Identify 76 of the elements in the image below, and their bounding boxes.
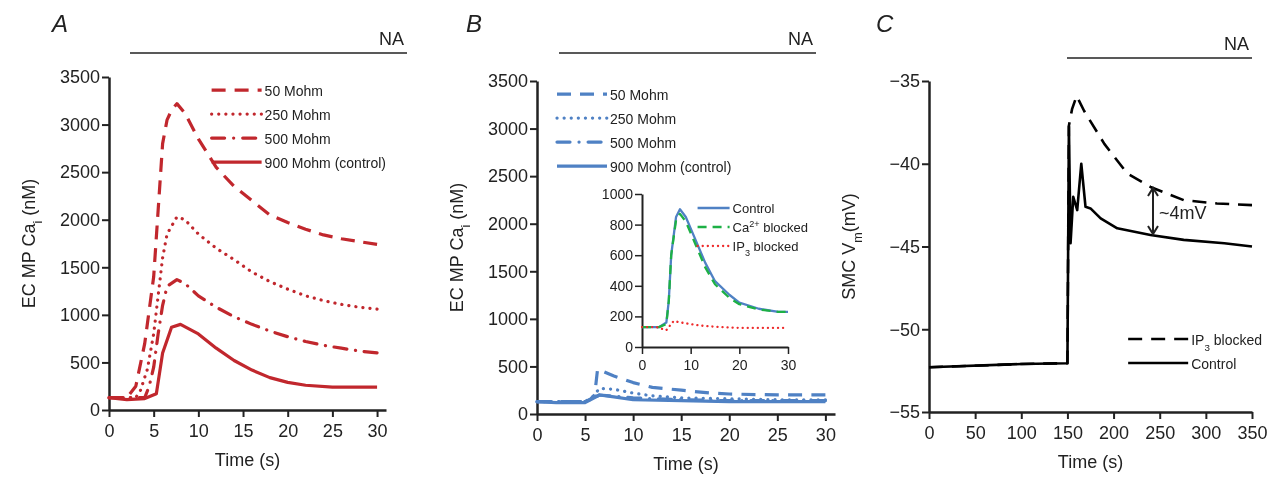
y-tick-label: 0: [517, 404, 528, 425]
x-tick-label: 15: [671, 425, 692, 445]
x-tick-label: 100: [1006, 423, 1037, 443]
y-tick-label: 2500: [487, 166, 528, 187]
legend-label: 900 Mohm (control): [264, 155, 386, 171]
legend-label: 50 Mohm: [610, 87, 669, 103]
y-tick-label: −35: [889, 71, 920, 92]
y-tick-label: −55: [889, 402, 920, 423]
x-tick-label: 250: [1145, 423, 1176, 443]
annotation: ~4mV: [1159, 203, 1207, 223]
x-tick-label: 150: [1052, 423, 1083, 443]
chart-title: A: [50, 10, 69, 37]
x-tick-label: 15: [233, 421, 254, 441]
y-tick-label: −50: [889, 319, 920, 340]
y-tick-label: 1000: [59, 305, 100, 326]
legend-label: Ca$^{2+}$ blocked: [732, 218, 808, 235]
x-tick-label: 20: [719, 425, 740, 445]
y-tick-label: 3000: [487, 118, 528, 139]
x-axis-title: Time (s): [1057, 452, 1124, 472]
legend-label: Control: [732, 200, 775, 216]
y-tick-label: 800: [609, 216, 634, 233]
chart-title: C: [876, 10, 894, 37]
legend-label: Control: [1191, 356, 1237, 372]
y-tick-label: 500: [497, 356, 528, 377]
legend-label: 500 Mohm: [264, 131, 331, 147]
legend-label: IP$_{3}$ blocked: [1191, 332, 1262, 353]
y-tick-label: 600: [609, 247, 634, 264]
x-tick-label: 0: [638, 357, 647, 373]
y-tick-label: 1500: [487, 261, 528, 282]
y-tick-label: 500: [69, 352, 100, 373]
x-tick-label: 5: [580, 425, 591, 445]
legend-label: 50 Mohm: [264, 83, 323, 99]
text: NA: [378, 29, 404, 49]
x-tick-label: 5: [149, 421, 160, 441]
x-tick-label: 200: [1099, 423, 1130, 443]
legend-label: 250 Mohm: [610, 111, 677, 127]
y-tick-label: 1000: [601, 185, 634, 202]
x-axis-title: Time (s): [653, 454, 719, 474]
text: NA: [1223, 34, 1249, 54]
text: NA: [787, 29, 813, 49]
legend-label: 900 Mohm (control): [610, 159, 732, 175]
y-tick-label: 0: [89, 400, 100, 421]
x-tick-label: 350: [1237, 423, 1268, 443]
x-tick-label: 25: [767, 425, 788, 445]
y-tick-label: 2500: [59, 162, 100, 183]
x-tick-label: 30: [367, 421, 388, 441]
x-axis-title: Time (s): [214, 450, 281, 470]
y-tick-label: 2000: [487, 213, 528, 234]
y-tick-label: −45: [889, 236, 920, 257]
x-tick-label: 10: [188, 421, 209, 441]
y-tick-label: 1000: [487, 309, 528, 330]
x-tick-label: 25: [322, 421, 343, 441]
y-tick-label: 400: [609, 277, 634, 294]
y-tick-label: −40: [889, 154, 920, 175]
legend-label: 250 Mohm: [264, 107, 331, 123]
x-tick-label: 10: [683, 357, 700, 373]
x-tick-label: 50: [965, 423, 986, 443]
x-tick-label: 300: [1191, 423, 1222, 443]
y-tick-label: 2000: [59, 209, 100, 230]
x-tick-label: 0: [532, 425, 543, 445]
x-tick-label: 0: [924, 423, 935, 443]
legend-label: 500 Mohm: [610, 135, 677, 151]
x-tick-label: 20: [732, 357, 748, 373]
x-tick-label: 30: [780, 357, 797, 373]
x-tick-label: 20: [278, 421, 299, 441]
x-tick-label: 0: [104, 421, 115, 441]
x-tick-label: 30: [815, 425, 836, 445]
y-tick-label: 3500: [487, 71, 528, 92]
x-tick-label: 10: [623, 425, 644, 445]
y-tick-label: 3000: [59, 114, 100, 135]
y-tick-label: 0: [625, 338, 634, 355]
y-tick-label: 1500: [59, 257, 100, 278]
legend-label: IP$_{3}$ blocked: [732, 238, 799, 258]
y-tick-label: 3500: [59, 67, 100, 88]
chart-title: B: [466, 10, 483, 37]
y-tick-label: 200: [609, 308, 634, 325]
